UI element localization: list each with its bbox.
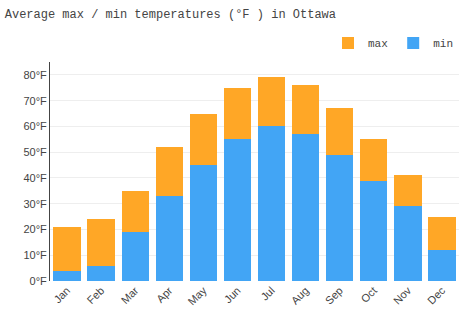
svg-text:Jan: Jan bbox=[51, 284, 72, 305]
svg-text:max: max bbox=[368, 38, 388, 50]
svg-text:70°F: 70°F bbox=[23, 95, 47, 107]
svg-text:Average max / min temperatures: Average max / min temperatures (°F ) in … bbox=[5, 8, 336, 22]
svg-text:Dec: Dec bbox=[425, 284, 448, 307]
svg-text:60°F: 60°F bbox=[23, 120, 47, 132]
svg-text:Jun: Jun bbox=[222, 284, 243, 305]
svg-text:Aug: Aug bbox=[289, 284, 311, 306]
svg-text:80°F: 80°F bbox=[23, 69, 47, 81]
svg-text:min: min bbox=[433, 38, 453, 50]
svg-text:10°F: 10°F bbox=[23, 249, 47, 261]
svg-text:Sep: Sep bbox=[323, 284, 345, 306]
svg-text:40°F: 40°F bbox=[23, 172, 47, 184]
svg-text:Nov: Nov bbox=[391, 284, 414, 307]
svg-text:Mar: Mar bbox=[119, 284, 141, 306]
svg-text:Feb: Feb bbox=[85, 284, 107, 306]
svg-text:0°F: 0°F bbox=[30, 275, 48, 287]
svg-text:Apr: Apr bbox=[154, 284, 175, 305]
svg-text:30°F: 30°F bbox=[23, 198, 47, 210]
svg-text:Jul: Jul bbox=[258, 284, 276, 302]
svg-text:20°F: 20°F bbox=[23, 223, 47, 235]
svg-text:Oct: Oct bbox=[358, 284, 379, 305]
svg-text:May: May bbox=[186, 284, 210, 308]
svg-text:50°F: 50°F bbox=[23, 146, 47, 158]
